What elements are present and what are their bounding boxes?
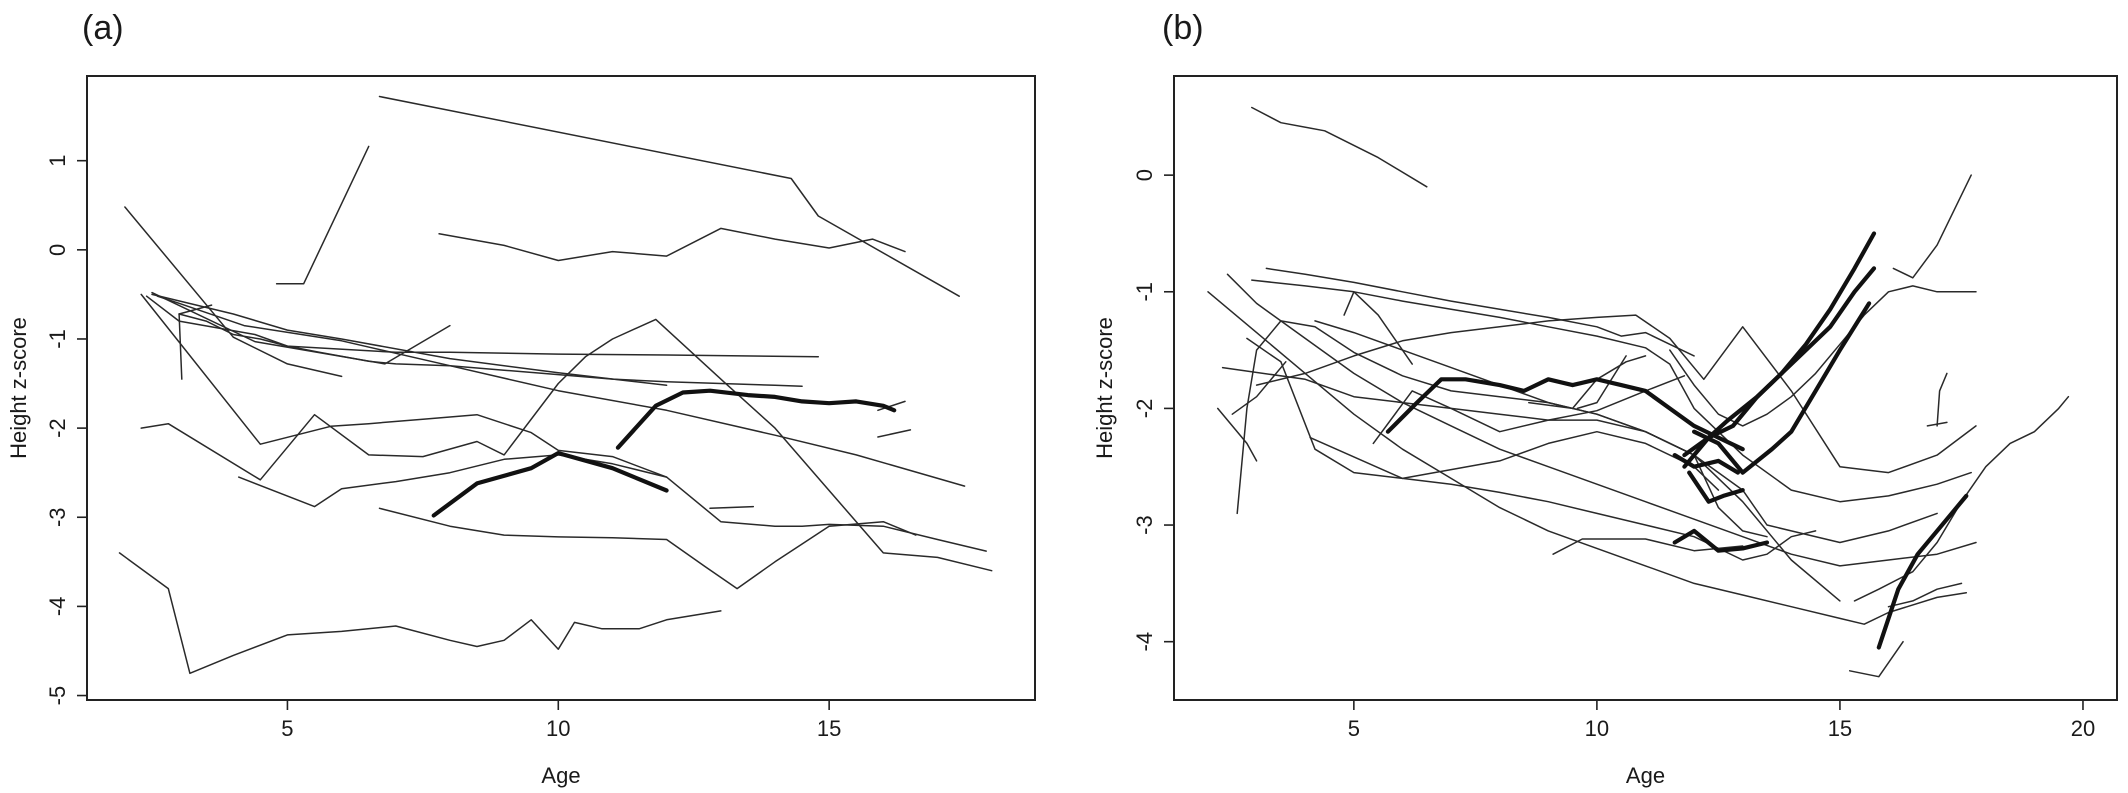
panel-a-y-tick-label: -4 [45, 597, 70, 617]
panel-a-x-tick-label: 5 [281, 716, 293, 741]
panel-a-label: (a) [82, 9, 124, 47]
panel-a-series-line-5 [151, 291, 451, 365]
panel-a-series-line-14 [378, 507, 917, 590]
panel-a-plot-frame [86, 75, 1036, 701]
panel-b-series-line-19 [1887, 582, 1963, 608]
panel-b-series-line-24 [1669, 285, 1977, 427]
panel-a-series-line-0 [378, 95, 960, 297]
panel-a-series-line-8 [178, 313, 803, 387]
panel-b-bold-series-line-25 [1385, 377, 1745, 452]
panel-b-x-tick-label: 20 [2071, 716, 2095, 741]
panel-b-series-line-12 [1372, 375, 1686, 445]
panel-b-series-line-2 [1216, 407, 1258, 462]
panel-b-series-line-7 [1221, 366, 1938, 544]
panel-b-y-tick-label: -4 [1132, 632, 1157, 652]
panel-a-series-line-15 [709, 505, 755, 510]
panel-b-series-line-3 [1231, 361, 1287, 415]
panel-a-series-line-1 [275, 145, 370, 285]
panel-b: (b) 5 10 15 20 -4 -3 -2 -1 0 Age Height z-score [1092, 9, 2118, 788]
panel-b-x-tick-label: 15 [1828, 716, 1852, 741]
panel-a-y-tick-label: 1 [45, 155, 70, 167]
panel-b-series-line-14 [1309, 430, 1720, 491]
panel-b-y-tick-label: -1 [1132, 282, 1157, 302]
panel-a-series-group [118, 95, 993, 675]
panel-a-series-line-3 [124, 206, 343, 378]
panel-b-series-line-21 [1936, 372, 1948, 427]
panel-b-y-tick-label: -2 [1132, 399, 1157, 419]
panel-a-series-line-6 [151, 293, 668, 387]
panel-b-y-axis-label: Height z-score [1092, 317, 1117, 459]
panel-b-series-line-15 [1552, 538, 1744, 555]
panel-a-x-tick-label: 15 [817, 716, 841, 741]
panel-b-series-line-11 [1343, 291, 1413, 365]
panel-a-y-tick-label: -2 [45, 418, 70, 438]
panel-b-x-axis-label: Age [1626, 763, 1665, 788]
panel-b-series-line-20 [1892, 174, 1972, 279]
panel-a-x-tick-label: 10 [546, 716, 570, 741]
panel-a-series-line-16 [877, 400, 906, 412]
panel-b-plot-frame [1173, 75, 2118, 701]
panel-a: (a) 5 10 15 -5 -4 -3 -2 -1 0 1 Age Height z-score [6, 9, 1036, 788]
panel-a-y-tick-label: -1 [45, 329, 70, 349]
panel-b-bold-series-line-30 [1672, 528, 1770, 553]
panel-b-y-tick-label: 0 [1132, 169, 1157, 181]
panel-a-series-line-17 [877, 429, 912, 438]
panel-b-series-line-6 [1246, 337, 1817, 561]
panel-a-series-line-7 [156, 295, 966, 487]
panel-b-series-line-17 [1576, 355, 1627, 410]
panel-b-bold-series-line-32 [1672, 453, 1741, 475]
panel-b-x-tick-label: 10 [1585, 716, 1609, 741]
panel-a-series-line-18 [118, 552, 722, 675]
panel-b-bold-series-line-28 [1691, 301, 1872, 475]
panel-b-bold-series-line-27 [1682, 266, 1877, 469]
panel-b-x-tick-label: 5 [1348, 716, 1360, 741]
panel-a-series-line-13 [237, 454, 668, 508]
panel-b-bold-series-line-29 [1687, 470, 1745, 504]
panel-b-series-group [1207, 106, 2070, 678]
panel-b-series-line-10 [1255, 314, 1977, 474]
panel-a-y-tick-label: -3 [45, 507, 70, 527]
panel-a-series-line-12 [140, 293, 987, 552]
panel-a-series-line-2 [438, 227, 906, 262]
panel-b-series-line-18 [1853, 395, 2070, 602]
panel-a-y-tick-label: 0 [45, 244, 70, 256]
panel-a-bold-series-line-19 [431, 451, 669, 518]
panel-a-y-axis-label: Height z-score [6, 317, 31, 459]
panel-b-series-line-23 [1848, 640, 1904, 678]
panel-b-series-line-0 [1251, 106, 1428, 188]
panel-a-series-line-4 [145, 295, 820, 358]
panel-a-y-tick-label: -5 [45, 686, 70, 706]
panel-b-series-line-22 [1926, 421, 1948, 427]
panel-a-series-line-9 [178, 313, 183, 380]
panel-b-y-tick-label: -3 [1132, 515, 1157, 535]
panel-a-x-axis-label: Age [541, 763, 580, 788]
panel-a-series-line-10 [178, 304, 213, 315]
panel-a-bold-series-line-20 [615, 388, 897, 450]
panel-b-series-line-8 [1265, 267, 1695, 357]
panel-b-series-line-5 [1207, 291, 1968, 625]
panel-b-series-line-1 [1236, 320, 1841, 602]
panel-b-label: (b) [1162, 9, 1204, 47]
panel-b-series-line-4 [1226, 273, 1977, 567]
panel-b-series-line-9 [1251, 279, 1972, 503]
panel-b-bold-series-line-31 [1876, 493, 1969, 650]
panel-a-series-line-11 [140, 318, 993, 572]
